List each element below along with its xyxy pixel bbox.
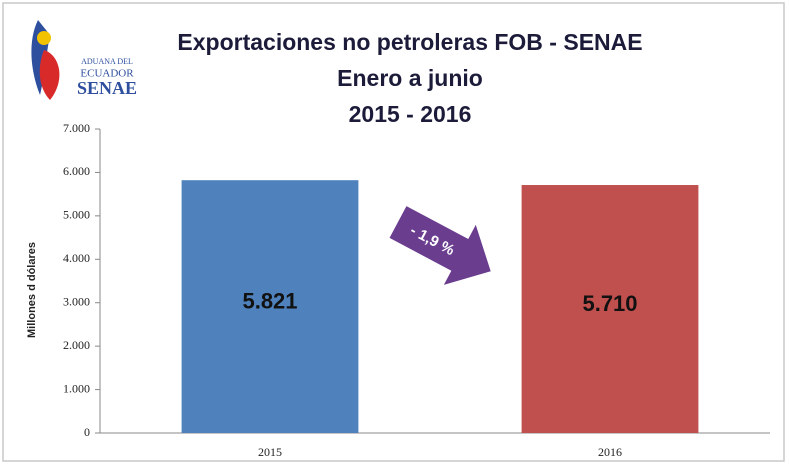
chart-title: 2015 - 2016 [349, 101, 472, 127]
chart-title: Exportaciones no petroleras FOB - SENAE [177, 29, 642, 55]
logo-shape [39, 50, 60, 100]
chart-title: Enero a junio [337, 65, 483, 91]
logo-shape [37, 31, 51, 45]
x-tick-label: 2015 [258, 445, 282, 459]
x-tick-label: 2016 [598, 445, 622, 459]
y-tick-label: 0 [84, 425, 90, 439]
y-tick-label: 6.000 [63, 164, 90, 178]
y-tick-label: 4.000 [63, 251, 90, 265]
logo-text: ADUANA DEL [81, 57, 133, 66]
data-label: 5.710 [582, 291, 637, 316]
y-tick-label: 3.000 [63, 294, 90, 308]
y-tick-label: 7.000 [63, 121, 90, 135]
logo-text: ECUADOR [80, 68, 134, 80]
y-axis-label: Millones d dólares [26, 242, 38, 338]
y-tick-label: 2.000 [63, 338, 90, 352]
y-tick-label: 1.000 [63, 381, 90, 395]
arrow [389, 206, 491, 285]
bar [181, 180, 359, 433]
y-tick-label: 5.000 [63, 208, 90, 222]
data-label: 5.821 [242, 288, 297, 313]
logo: ADUANA DEL ECUADOR SENAE [31, 20, 137, 100]
bar [521, 185, 699, 433]
logo-text: SENAE [77, 78, 137, 98]
